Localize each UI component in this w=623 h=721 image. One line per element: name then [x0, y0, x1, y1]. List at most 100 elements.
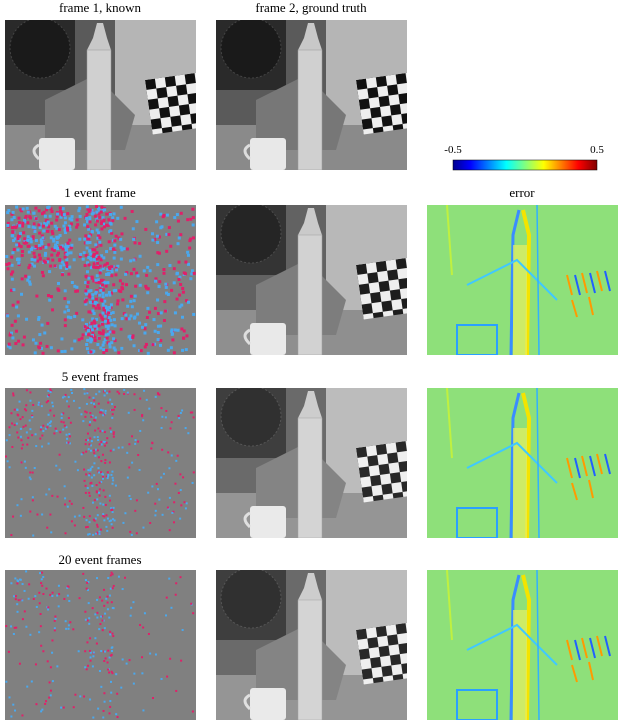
event-dot [41, 324, 44, 327]
event-dot [39, 572, 41, 574]
event-dot [84, 666, 86, 668]
event-dot [40, 710, 42, 712]
event-dot [192, 482, 194, 484]
event-dot [136, 532, 138, 534]
result-rows [5, 203, 618, 720]
event-dot [121, 298, 124, 301]
event-dot [109, 495, 111, 497]
event-dot [175, 594, 177, 596]
row-title: 1 event frame [64, 185, 136, 200]
event-dot [136, 274, 139, 277]
event-dot [69, 435, 71, 437]
event-dot [163, 319, 166, 322]
event-dot [92, 534, 94, 536]
event-dot [138, 242, 141, 245]
event-dot [41, 435, 43, 437]
event-dot [63, 598, 65, 600]
event-dot [133, 344, 136, 347]
event-dot [21, 254, 24, 257]
event-dot [89, 301, 92, 304]
event-dot [116, 217, 119, 220]
event-dot [174, 311, 177, 314]
event-dot [135, 272, 138, 275]
event-dot [108, 671, 110, 673]
event-dot [28, 598, 30, 600]
event-dot [105, 504, 107, 506]
event-dot [85, 343, 88, 346]
event-dot [193, 416, 195, 418]
event-dot [107, 518, 109, 520]
event-dot [57, 289, 60, 292]
event-dot [37, 318, 40, 321]
event-dot [101, 444, 103, 446]
event-dot [70, 422, 72, 424]
event-dot [152, 697, 154, 699]
event-dot [27, 211, 30, 214]
event-dot [61, 273, 64, 276]
event-dot [48, 488, 50, 490]
event-dot [63, 707, 65, 709]
colorbar-label: 0.5 [590, 144, 604, 156]
event-dot [88, 290, 91, 293]
event-dot [102, 295, 105, 298]
event-dot [50, 531, 52, 533]
event-dot [89, 533, 91, 535]
event-dot [102, 504, 104, 506]
event-dot [35, 663, 37, 665]
event-dot [34, 245, 37, 248]
event-dot [8, 343, 11, 346]
event-dot [120, 328, 123, 331]
event-dot [92, 304, 95, 307]
event-dot [79, 695, 81, 697]
event-dot [26, 221, 29, 224]
event-dot [141, 656, 143, 658]
event-dot [49, 514, 51, 516]
event-dot [14, 320, 17, 323]
event-dot [143, 390, 145, 392]
figure-canvas: frame 1, known frame 2, ground truth -0.… [0, 0, 623, 721]
event-dot [127, 477, 129, 479]
event-dot [166, 597, 168, 599]
event-dot [113, 318, 116, 321]
event-dot [24, 590, 26, 592]
event-dot [95, 211, 98, 214]
event-dot [41, 236, 44, 239]
event-dot [84, 650, 86, 652]
event-dot [91, 440, 93, 442]
event-dot [47, 221, 50, 224]
column-title: frame 1, known [59, 0, 141, 15]
event-dot [60, 350, 63, 353]
event-dot [103, 519, 105, 521]
event-dot [96, 229, 99, 232]
event-dot [60, 337, 63, 340]
event-dot [92, 607, 94, 609]
event-dot [53, 432, 55, 434]
event-dot [105, 294, 108, 297]
event-dot [41, 709, 43, 711]
event-dot [55, 428, 57, 430]
event-dot [98, 337, 101, 340]
event-dot [112, 311, 115, 314]
event-dot [72, 628, 74, 630]
event-dot [38, 209, 41, 212]
event-dot [182, 476, 184, 478]
event-dot [83, 251, 86, 254]
event-dot [109, 500, 111, 502]
event-dot [176, 272, 179, 275]
event-dot [170, 427, 172, 429]
event-dot [87, 433, 89, 435]
event-dot [180, 212, 183, 215]
event-dot [158, 285, 161, 288]
event-dot [61, 417, 63, 419]
event-dot [177, 455, 179, 457]
event-dot [165, 416, 167, 418]
event-dot [157, 325, 160, 328]
event-dot [102, 473, 104, 475]
event-dot [115, 673, 117, 675]
event-dot [102, 348, 105, 351]
event-dot [167, 233, 170, 236]
event-dot [76, 223, 79, 226]
event-dot [12, 392, 14, 394]
event-dot [20, 436, 22, 438]
event-dot [51, 652, 53, 654]
